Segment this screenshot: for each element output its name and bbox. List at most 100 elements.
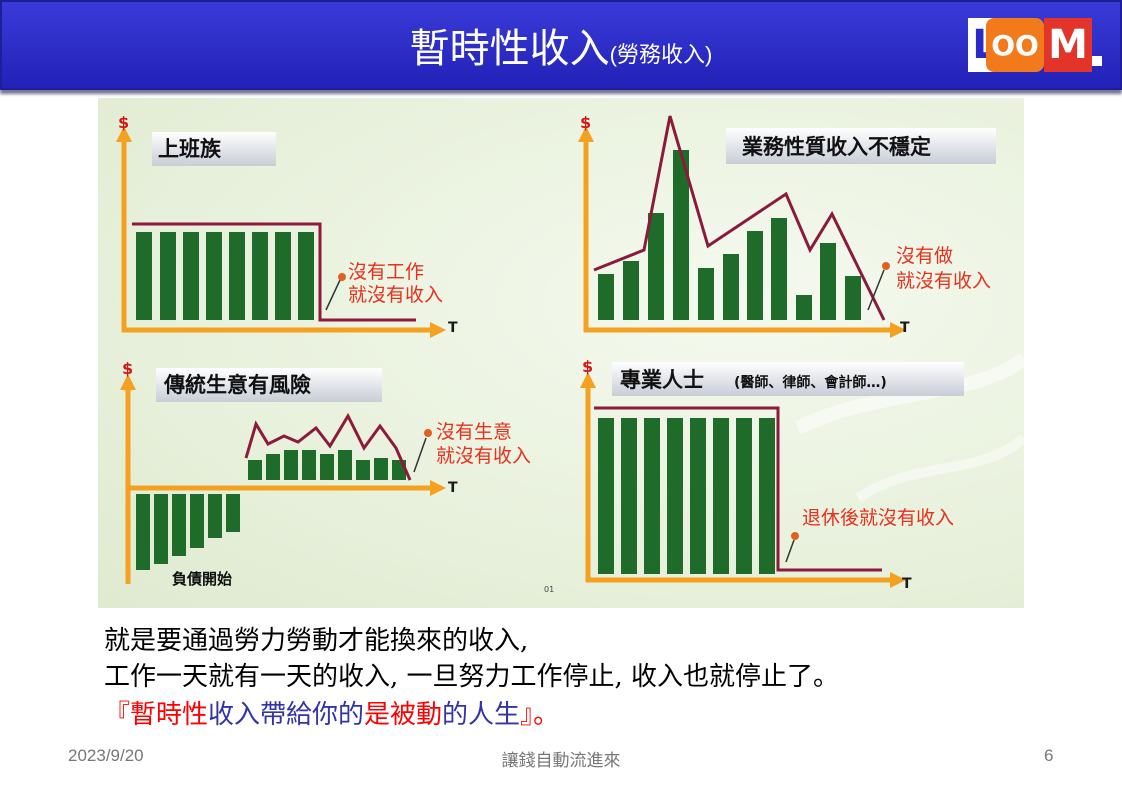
bar [667, 418, 683, 574]
bar [229, 232, 245, 320]
caption-segment: 』。 [520, 700, 560, 730]
bar [796, 295, 812, 320]
bar [374, 458, 388, 480]
slide-title-bar: 暫時性收入(勞務收入) [0, 0, 1122, 90]
bar [648, 213, 664, 320]
x-axis-arrow [430, 322, 446, 338]
bar [252, 232, 268, 320]
pointer-line [325, 279, 341, 311]
y-axis-arrow [580, 372, 596, 388]
logo-letter-m: M [1044, 18, 1092, 72]
note-line-2: 就沒有收入 [896, 270, 991, 292]
note-line-1: 退休後就沒有收入 [802, 507, 954, 529]
debt-label: 負債開始 [172, 570, 232, 588]
panel-title-box [156, 368, 382, 402]
x-axis-label: T [900, 320, 910, 336]
bar [160, 232, 176, 320]
bar [172, 494, 186, 556]
bar [598, 274, 614, 320]
bar-group [598, 150, 861, 320]
bar [248, 460, 262, 480]
caption-line-1: 就是要通過勞力勞動才能換來的收入, [104, 626, 529, 656]
caption-line-2: 工作一天就有一天的收入, 一旦努力工作停止, 收入也就停止了。 [104, 662, 840, 692]
note-line-1: 沒有生意 [436, 421, 512, 443]
bar [713, 418, 729, 574]
x-axis-label: T [902, 576, 912, 592]
pointer-dot [791, 532, 799, 540]
panel-sales: $ T 業務性質收入不穩定 沒有做 就沒有收入 [578, 113, 996, 338]
bar [759, 418, 775, 574]
logo-letter-oo: OO [986, 18, 1044, 72]
slide-title: 暫時性收入(勞務收入) [2, 16, 1120, 74]
footer-page-number: 6 [1044, 746, 1054, 765]
x-axis-arrow [890, 572, 906, 588]
panel-title-sub: (醫師、律師、會計師…) [734, 374, 887, 391]
bar [208, 494, 222, 538]
pointer-line [413, 437, 427, 473]
bar-group [248, 450, 406, 480]
bar [845, 276, 861, 320]
y-axis-label: $ [118, 113, 129, 132]
y-axis-arrow [578, 126, 594, 142]
income-line [244, 412, 412, 481]
caption-segment: 的人生 [442, 700, 521, 730]
bar [747, 231, 763, 320]
slide-title-sub: (勞務收入) [609, 42, 713, 67]
bar [356, 460, 370, 480]
bar [136, 494, 150, 570]
caption-segment: 『暫時性 [104, 700, 209, 730]
note-line-1: 沒有工作 [348, 261, 424, 283]
footer-title: 讓錢自動流進來 [501, 751, 621, 770]
panel-title-box [726, 128, 996, 164]
panel-title: 業務性質收入不穩定 [742, 135, 931, 159]
bar [338, 450, 352, 480]
bar [623, 261, 639, 320]
note-line-2: 就沒有收入 [348, 284, 443, 306]
y-axis-label: $ [122, 359, 133, 378]
income-line [593, 115, 886, 321]
bar [154, 494, 168, 564]
panel-professional: $ T 專業人士 (醫師、律師、會計師…) 退休後就沒有收入 [580, 357, 964, 592]
pointer-line [785, 539, 795, 563]
panel-office-worker: $ T 上班族 沒有工作 就沒有收入 [116, 113, 458, 338]
x-axis-arrow [430, 480, 446, 496]
bar [644, 418, 660, 574]
y-axis-label: $ [580, 113, 591, 132]
corner-mark: 01 [544, 585, 554, 594]
panel-title: 上班族 [158, 137, 222, 161]
panel-title: 傳統生意有風險 [163, 373, 311, 397]
bar [275, 232, 291, 320]
x-axis-arrow [890, 322, 906, 338]
income-line [132, 222, 416, 322]
bar [690, 418, 706, 574]
bar [698, 268, 714, 320]
bar [673, 150, 689, 320]
bar [136, 232, 152, 320]
bar [302, 450, 316, 480]
income-line [594, 406, 882, 572]
y-axis-arrow [116, 126, 132, 142]
panel-title: 專業人士 [620, 368, 704, 392]
bar [226, 494, 240, 532]
bar [736, 418, 752, 574]
panel-title-box [612, 362, 964, 396]
income-type-figure: $ T 上班族 沒有工作 就沒有收入 $ T 業務性質收入不穩定 [98, 98, 1024, 608]
caption-segment: 是被動 [364, 700, 443, 730]
panel-title-box [152, 132, 276, 166]
y-axis-arrow [120, 374, 136, 390]
bar [298, 232, 314, 320]
pointer-dot [424, 429, 432, 437]
pointer-line [867, 269, 885, 311]
bar-group [136, 232, 314, 320]
y-axis-label: $ [582, 357, 593, 376]
logo-dot [1092, 56, 1102, 66]
pointer-dot [882, 262, 890, 270]
bar [771, 218, 787, 320]
bar [266, 454, 280, 480]
bar [183, 232, 199, 320]
note-line-1: 沒有做 [896, 245, 953, 267]
bar [284, 450, 298, 480]
brand-logo: L OO M [968, 18, 1102, 72]
caption-segment: 收入帶給你的 [208, 700, 365, 730]
bar-group [598, 418, 775, 574]
